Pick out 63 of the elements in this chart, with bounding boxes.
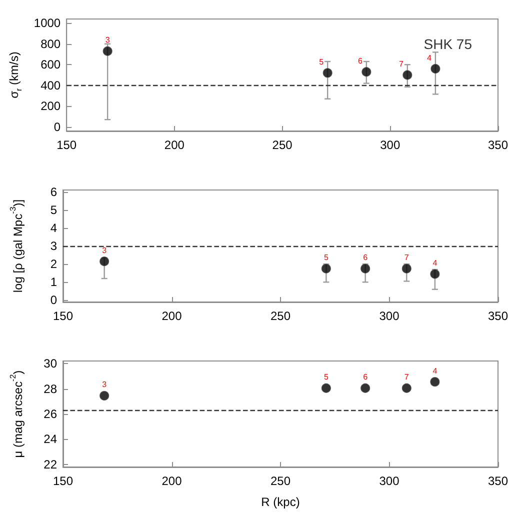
y-tick-label: 400	[40, 78, 61, 92]
y-tick-label: 2	[50, 257, 58, 272]
point	[360, 383, 370, 393]
x-tick-label: 350	[488, 138, 508, 152]
annotation: 7	[404, 372, 410, 382]
point	[402, 383, 412, 393]
point	[362, 67, 372, 77]
point	[430, 377, 440, 387]
y-tick-label: 0	[50, 293, 58, 308]
y-axis-title: σr (km/s)	[7, 52, 24, 98]
y-tick-label: 28	[44, 382, 58, 396]
annotation: 7	[404, 253, 410, 262]
y-tick-label: 600	[40, 58, 61, 72]
annotation: 4	[432, 258, 438, 268]
annotation: 6	[363, 253, 368, 262]
x-tick-label: 150	[56, 138, 77, 152]
y-tick-label: 800	[40, 36, 61, 51]
x-tick-label: 200	[162, 474, 182, 488]
y-tick-label: 1000	[34, 16, 61, 30]
point	[321, 383, 331, 393]
annotation: 4	[426, 53, 432, 62]
y-axis-title: log [ρ (gal Mpc-3)]	[8, 199, 25, 293]
annotation: 5	[319, 57, 324, 66]
annotation: 5	[324, 372, 329, 382]
y-tick-label: 26	[44, 407, 58, 421]
y-tick-label: 1	[50, 275, 58, 290]
annotation: 7	[398, 60, 404, 68]
x-tick-label: 200	[162, 309, 182, 323]
annotation: 6	[363, 372, 368, 382]
point	[322, 68, 332, 78]
x-tick-label: 150	[52, 474, 74, 488]
x-tick-label: 150	[52, 309, 74, 323]
annotation: 3	[105, 36, 110, 45]
annotation: 3	[102, 246, 108, 255]
x-tick-label: 250	[272, 138, 293, 152]
annotation: 6	[358, 56, 363, 66]
x-tick-label: 200	[164, 138, 185, 152]
x-axis-title: R (kpc)	[261, 495, 300, 509]
x-tick-label: 300	[379, 309, 400, 323]
point	[100, 390, 110, 400]
y-tick-label: 4	[50, 220, 58, 235]
y-tick-label: 5	[50, 202, 58, 217]
y-tick-label: 22	[44, 457, 58, 472]
annotation: SHK 75	[424, 36, 472, 52]
y-tick-label: 3	[50, 239, 58, 253]
x-tick-label: 250	[270, 309, 291, 323]
x-tick-label: 300	[379, 474, 400, 488]
point	[102, 46, 112, 56]
y-tick-label: 24	[44, 432, 58, 446]
x-tick-label: 350	[488, 309, 508, 323]
point	[430, 64, 440, 74]
y-tick-label: 0	[54, 120, 61, 134]
annotation: 5	[324, 253, 329, 262]
annotation: 4	[432, 366, 438, 376]
y-tick-label: 200	[40, 99, 61, 114]
x-tick-label: 350	[488, 474, 508, 488]
y-tick-label: 30	[44, 356, 58, 371]
y-axis-title: μ (mag arcsec-2)	[8, 370, 25, 458]
annotation: 3	[102, 380, 108, 390]
x-tick-label: 250	[270, 474, 291, 488]
point	[402, 70, 412, 80]
x-tick-label: 300	[380, 138, 400, 152]
y-tick-label: 6	[50, 184, 58, 199]
